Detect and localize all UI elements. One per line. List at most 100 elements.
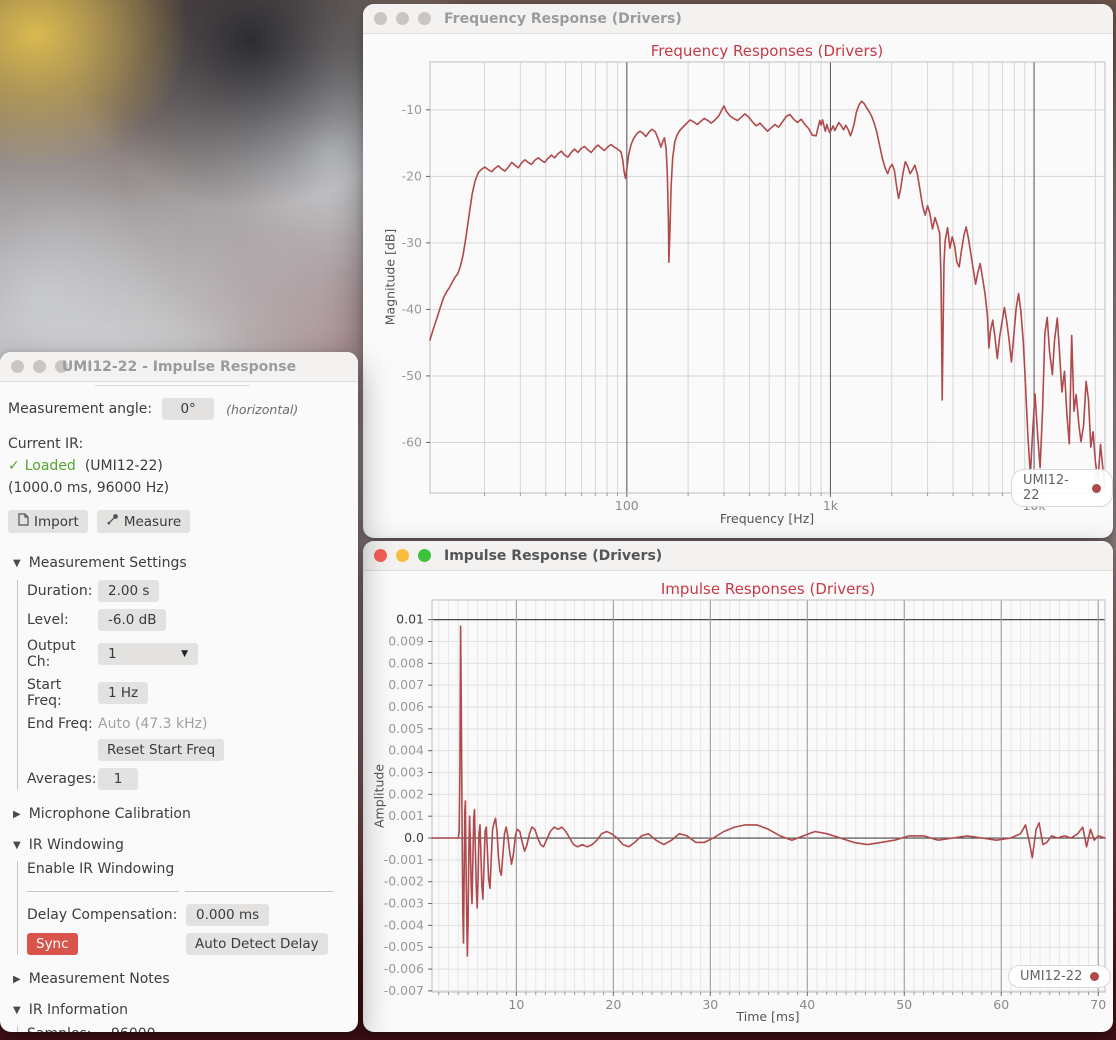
averages-row: Averages: 1: [27, 768, 350, 790]
minimize-button[interactable]: [396, 549, 409, 562]
measurement-angle-label: Measurement angle:: [8, 401, 153, 417]
averages-input[interactable]: 1: [98, 768, 138, 790]
samples-value: 96000: [111, 1026, 156, 1032]
svg-text:-30: -30: [402, 235, 422, 250]
svg-text:-0.001: -0.001: [384, 852, 424, 867]
settings-window-titlebar[interactable]: UMI12-22 - Impulse Response: [0, 352, 358, 382]
x-axis-label: Frequency [Hz]: [719, 511, 815, 526]
close-button[interactable]: [11, 360, 24, 373]
ir-loaded-info: (1000.0 ms, 96000 Hz): [8, 480, 170, 496]
impulse-window-titlebar[interactable]: Impulse Response (Drivers): [363, 541, 1113, 571]
ir-loaded-status: Loaded: [24, 458, 76, 474]
legend-label: UMI12-22: [1020, 969, 1083, 984]
divider: [27, 891, 350, 892]
chart-title: Frequency Responses (Drivers): [650, 42, 884, 60]
check-icon: ✓: [8, 458, 20, 474]
output-channel-row: Output Ch: 1 ▼: [27, 638, 350, 670]
chevron-down-icon: ▼: [13, 839, 21, 851]
svg-text:-20: -20: [402, 168, 422, 183]
delay-compensation-row: Delay Compensation: 0.000 ms: [27, 904, 350, 926]
series-color-dot: [1090, 972, 1100, 981]
minimize-button[interactable]: [396, 12, 409, 25]
measurement-angle-input[interactable]: 0°: [162, 398, 215, 420]
chevron-right-icon: ▶: [13, 973, 21, 985]
duration-row: Duration: 2.00 s: [27, 580, 350, 602]
svg-text:0.006: 0.006: [388, 699, 424, 714]
section-measurement-settings[interactable]: ▼ Measurement Settings: [13, 555, 187, 571]
measure-button[interactable]: Measure: [96, 510, 191, 533]
svg-text:0.001: 0.001: [388, 808, 424, 823]
svg-text:1k: 1k: [823, 498, 839, 513]
svg-text:100: 100: [615, 498, 639, 513]
svg-text:-10: -10: [402, 102, 422, 117]
svg-text:-0.007: -0.007: [384, 983, 424, 998]
start-freq-input[interactable]: 1 Hz: [98, 682, 149, 704]
current-ir-label: Current IR:: [8, 436, 84, 452]
svg-text:40: 40: [799, 997, 815, 1012]
y-axis-label: Magnitude [dB]: [382, 228, 398, 326]
svg-text:-60: -60: [402, 434, 422, 449]
duration-input[interactable]: 2.00 s: [98, 580, 160, 602]
svg-text:0.009: 0.009: [388, 633, 424, 648]
close-button[interactable]: [374, 549, 387, 562]
enable-ir-windowing-toggle[interactable]: Enable IR Windowing: [27, 861, 175, 877]
level-row: Level: -6.0 dB: [27, 609, 350, 631]
svg-text:0.01: 0.01: [396, 612, 424, 627]
svg-text:0.002: 0.002: [388, 786, 424, 801]
svg-text:20: 20: [605, 997, 621, 1012]
section-ir-windowing[interactable]: ▼ IR Windowing: [13, 837, 124, 853]
import-button[interactable]: Import: [8, 510, 88, 533]
output-channel-select[interactable]: 1 ▼: [98, 643, 198, 665]
sync-button[interactable]: Sync: [27, 933, 78, 955]
chevron-right-icon: ▶: [13, 808, 21, 820]
svg-text:0.008: 0.008: [388, 655, 424, 670]
svg-text:-0.002: -0.002: [384, 874, 424, 889]
section-measurement-notes[interactable]: ▶ Measurement Notes: [13, 971, 170, 987]
chart-title: Impulse Responses (Drivers): [660, 580, 876, 598]
frequency-response-window: Frequency Response (Drivers) Frequency R…: [363, 4, 1113, 538]
import-icon: [17, 513, 29, 530]
measurement-angle-hint: (horizontal): [226, 401, 299, 417]
svg-text:-40: -40: [402, 301, 422, 316]
svg-text:-0.003: -0.003: [384, 896, 424, 911]
impulse-response-window: Impulse Response (Drivers) Impulse Respo…: [363, 541, 1113, 1032]
svg-text:0.0: 0.0: [404, 830, 424, 845]
svg-text:-0.006: -0.006: [384, 961, 424, 976]
svg-text:10: 10: [508, 997, 524, 1012]
window-title: UMI12-22 - Impulse Response: [61, 358, 297, 375]
maximize-button[interactable]: [418, 549, 431, 562]
minimize-button[interactable]: [33, 360, 46, 373]
end-freq-value: Auto (47.3 kHz): [98, 716, 208, 732]
impulse-response-plot: 10 20 30 40 50 60 70 0.01 0.009 0.008 0.007 0.006 0.…: [384, 599, 1106, 1012]
svg-text:0.003: 0.003: [388, 765, 424, 780]
ir-loaded-name: (UMI12-22): [84, 458, 163, 474]
measurement-settings-window: UMI12-22 - Impulse Response Measurement …: [0, 352, 358, 1032]
level-input[interactable]: -6.0 dB: [98, 609, 167, 631]
start-freq-row: Start Freq: 1 Hz: [27, 677, 350, 709]
maximize-button[interactable]: [55, 360, 68, 373]
window-title: Frequency Response (Drivers): [444, 10, 682, 27]
svg-text:0.004: 0.004: [388, 743, 424, 758]
measurement-angle-row: Measurement angle: 0° (horizontal): [8, 398, 350, 420]
delay-compensation-input[interactable]: 0.000 ms: [186, 904, 270, 926]
auto-detect-delay-button[interactable]: Auto Detect Delay: [186, 933, 328, 955]
svg-text:-0.005: -0.005: [384, 939, 424, 954]
legend[interactable]: UMI12-22: [1008, 965, 1112, 988]
svg-text:30: 30: [702, 997, 718, 1012]
legend[interactable]: UMI12-22: [1011, 469, 1113, 507]
divider: [95, 385, 250, 386]
samples-row: Samples: 96000: [27, 1026, 350, 1032]
svg-text:0.007: 0.007: [388, 677, 424, 692]
maximize-button[interactable]: [418, 12, 431, 25]
reset-start-freq-button[interactable]: Reset Start Freq: [98, 739, 225, 761]
section-ir-information[interactable]: ▼ IR Information: [13, 1002, 129, 1018]
close-button[interactable]: [374, 12, 387, 25]
section-microphone-calibration[interactable]: ▶ Microphone Calibration: [13, 806, 191, 822]
frequency-response-plot: 1001k10k-10-20-30-40-50-60: [402, 61, 1106, 513]
frequency-window-titlebar[interactable]: Frequency Response (Drivers): [363, 4, 1113, 34]
svg-text:0.005: 0.005: [388, 721, 424, 736]
microphone-icon: [106, 513, 119, 530]
end-freq-row: End Freq: Auto (47.3 kHz): [27, 716, 208, 732]
svg-text:70: 70: [1090, 997, 1106, 1012]
